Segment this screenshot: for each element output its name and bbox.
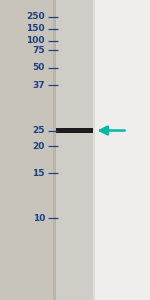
Text: 75: 75: [32, 46, 45, 55]
Text: 150: 150: [26, 24, 45, 33]
Text: 25: 25: [33, 126, 45, 135]
Text: 10: 10: [33, 214, 45, 223]
Text: 100: 100: [27, 36, 45, 45]
Bar: [93, 0, 150, 300]
Text: 250: 250: [26, 12, 45, 21]
Text: 37: 37: [32, 81, 45, 90]
Text: 20: 20: [33, 142, 45, 151]
Text: 50: 50: [33, 63, 45, 72]
Bar: [56, 128, 93, 133]
Bar: [93, 0, 95, 300]
Text: 15: 15: [33, 169, 45, 178]
Bar: [56, 0, 93, 300]
Bar: [53, 0, 56, 300]
